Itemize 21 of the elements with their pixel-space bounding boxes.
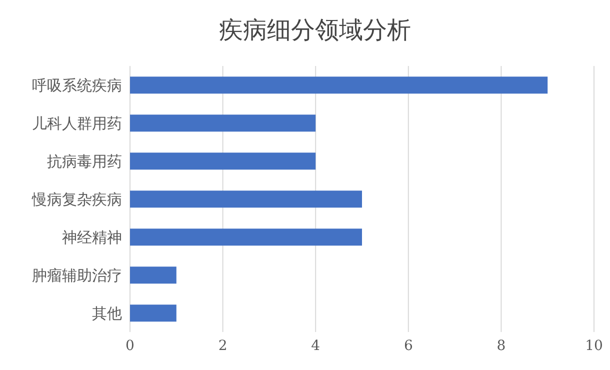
y-tick-label: 抗病毒用药 — [47, 152, 122, 170]
y-tick-label: 慢病复杂疾病 — [31, 190, 122, 208]
y-tick-label: 神经精神 — [62, 228, 122, 246]
bar — [130, 190, 362, 208]
y-tick-label: 呼吸系统疾病 — [32, 76, 122, 94]
x-tick-label: 8 — [496, 338, 506, 354]
bar — [130, 228, 362, 246]
bar — [130, 266, 176, 284]
bar — [130, 152, 316, 170]
x-tick-label: 6 — [404, 338, 413, 354]
bar — [130, 304, 176, 322]
y-tick-label: 其他 — [92, 304, 122, 322]
x-tick-label: 4 — [311, 338, 320, 354]
bar — [130, 114, 316, 132]
x-tick-label: 0 — [126, 338, 134, 354]
x-tick-label: 10 — [585, 338, 603, 354]
bar — [130, 76, 548, 94]
y-tick-label: 儿科人群用药 — [32, 114, 122, 132]
y-tick-label: 肿瘤辅助治疗 — [32, 266, 122, 284]
chart-title: 疾病细分领域分析 — [218, 15, 412, 46]
x-tick-label: 2 — [218, 338, 228, 354]
